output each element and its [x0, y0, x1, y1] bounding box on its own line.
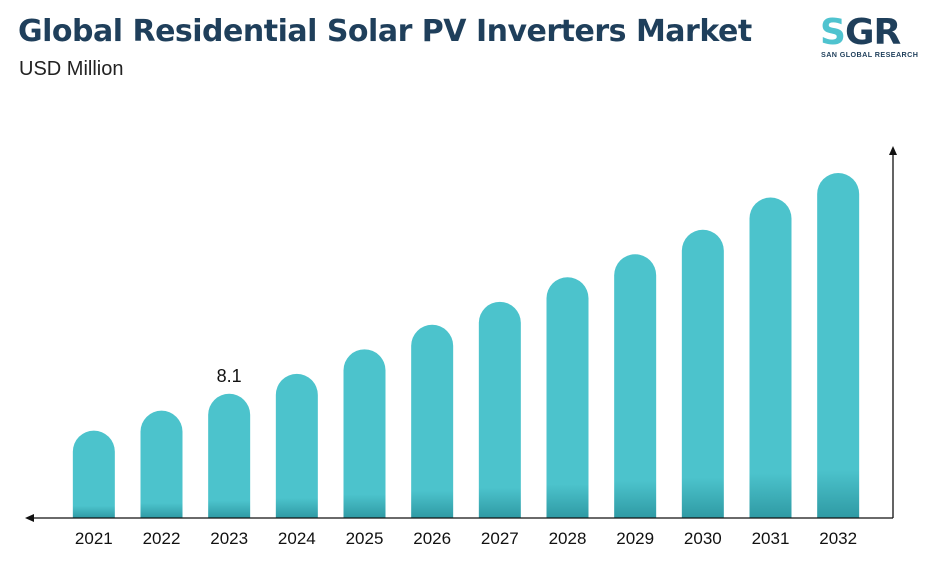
bar-2031 [749, 197, 792, 518]
bar-2032 [817, 173, 860, 518]
x-axis-arrow-icon [25, 514, 34, 522]
x-tick-2022: 2022 [143, 529, 181, 548]
x-tick-2029: 2029 [616, 529, 654, 548]
chart-subtitle: USD Million [19, 58, 124, 80]
x-tick-2023: 2023 [210, 529, 248, 548]
x-tick-2026: 2026 [413, 529, 451, 548]
bar-2030 [681, 229, 724, 518]
bar-2021 [72, 430, 115, 518]
x-tick-2027: 2027 [481, 529, 519, 548]
y-axis-arrow-icon [889, 146, 897, 155]
x-tick-2032: 2032 [819, 529, 857, 548]
x-tick-2030: 2030 [684, 529, 722, 548]
bar-2029 [614, 254, 657, 519]
data-labels: 8.1 [217, 366, 242, 386]
bar-2026 [411, 324, 454, 518]
x-tick-labels: 2021 2022 2023 2024 2025 2026 2027 2028 2029 2030… [75, 529, 857, 548]
sgr-logo: SGR SAN GLOBAL RESEARCH [820, 12, 918, 59]
bar-2028 [546, 277, 589, 518]
x-tick-2025: 2025 [346, 529, 384, 548]
bar-series [72, 173, 860, 519]
bar-2025 [343, 349, 386, 518]
data-label-2023: 8.1 [217, 366, 242, 386]
bar-2022 [140, 410, 183, 518]
chart-title: Global Residential Solar PV Inverters Ma… [18, 14, 752, 49]
logo-tagline: SAN GLOBAL RESEARCH [821, 50, 918, 59]
bar-2024 [275, 373, 318, 518]
bar-2027 [478, 301, 521, 518]
x-tick-2031: 2031 [752, 529, 790, 548]
bar-2023 [208, 393, 251, 518]
logo-mark: SGR [820, 12, 900, 53]
x-tick-2021: 2021 [75, 529, 113, 548]
x-tick-2028: 2028 [549, 529, 587, 548]
x-tick-2024: 2024 [278, 529, 316, 548]
